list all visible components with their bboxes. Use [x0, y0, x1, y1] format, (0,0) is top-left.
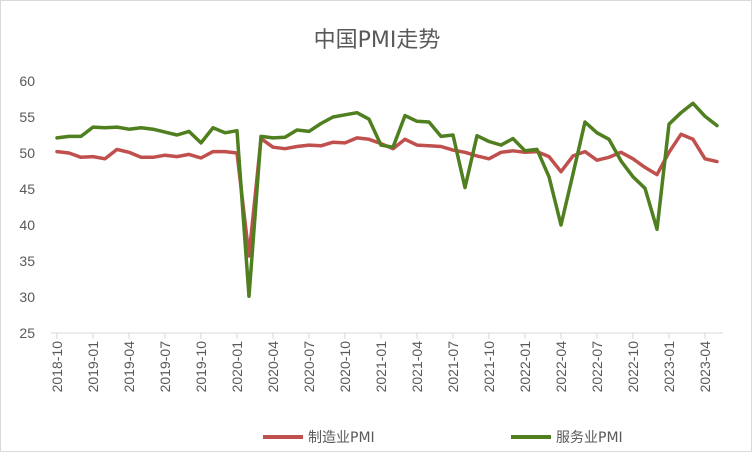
x-tick-label: 2022-01 [517, 341, 533, 393]
x-tick-label: 2021-04 [409, 341, 425, 393]
y-tick-label: 30 [19, 289, 35, 305]
x-tick-label: 2019-01 [85, 341, 101, 393]
x-tick-label: 2021-07 [445, 341, 461, 393]
x-tick-label: 2022-10 [625, 341, 641, 393]
x-tick-label: 2019-07 [157, 341, 173, 393]
x-tick-label: 2020-07 [301, 341, 317, 393]
x-tick-label: 2020-01 [229, 341, 245, 393]
y-tick-label: 35 [19, 253, 35, 269]
y-tick-label: 45 [19, 181, 35, 197]
y-axis-labels: 25 30 35 40 45 50 55 60 [19, 73, 35, 341]
chart-title: 中国PMI走势 [314, 28, 441, 53]
x-tick-label: 2023-04 [697, 341, 713, 393]
legend-label: 制造业PMI [308, 430, 375, 446]
series-line-1 [55, 101, 719, 299]
x-tick-label: 2021-10 [481, 341, 497, 393]
legend: 制造业PMI 服务业PMI [263, 430, 623, 446]
x-tick-label: 2022-07 [589, 341, 605, 393]
x-tick-label: 2019-04 [121, 341, 137, 393]
legend-label: 服务业PMI [556, 430, 623, 446]
x-axis: 2018-10 2019-01 2019-04 2019-07 2019-10 2020-… [49, 332, 723, 393]
series-layer [55, 101, 719, 299]
y-tick-label: 25 [19, 325, 35, 341]
y-tick-label: 60 [19, 73, 35, 89]
x-tick-label: 2023-01 [661, 341, 677, 393]
x-tick-label: 2020-04 [265, 341, 281, 393]
x-tick-label: 2021-01 [373, 341, 389, 393]
y-tick-label: 55 [19, 109, 35, 125]
y-tick-label: 40 [19, 217, 35, 233]
y-tick-label: 50 [19, 145, 35, 161]
x-tick-label: 2020-10 [337, 341, 353, 393]
x-tick-label: 2018-10 [49, 341, 65, 393]
x-tick-label: 2022-04 [553, 341, 569, 393]
x-tick-label: 2019-10 [193, 341, 209, 393]
